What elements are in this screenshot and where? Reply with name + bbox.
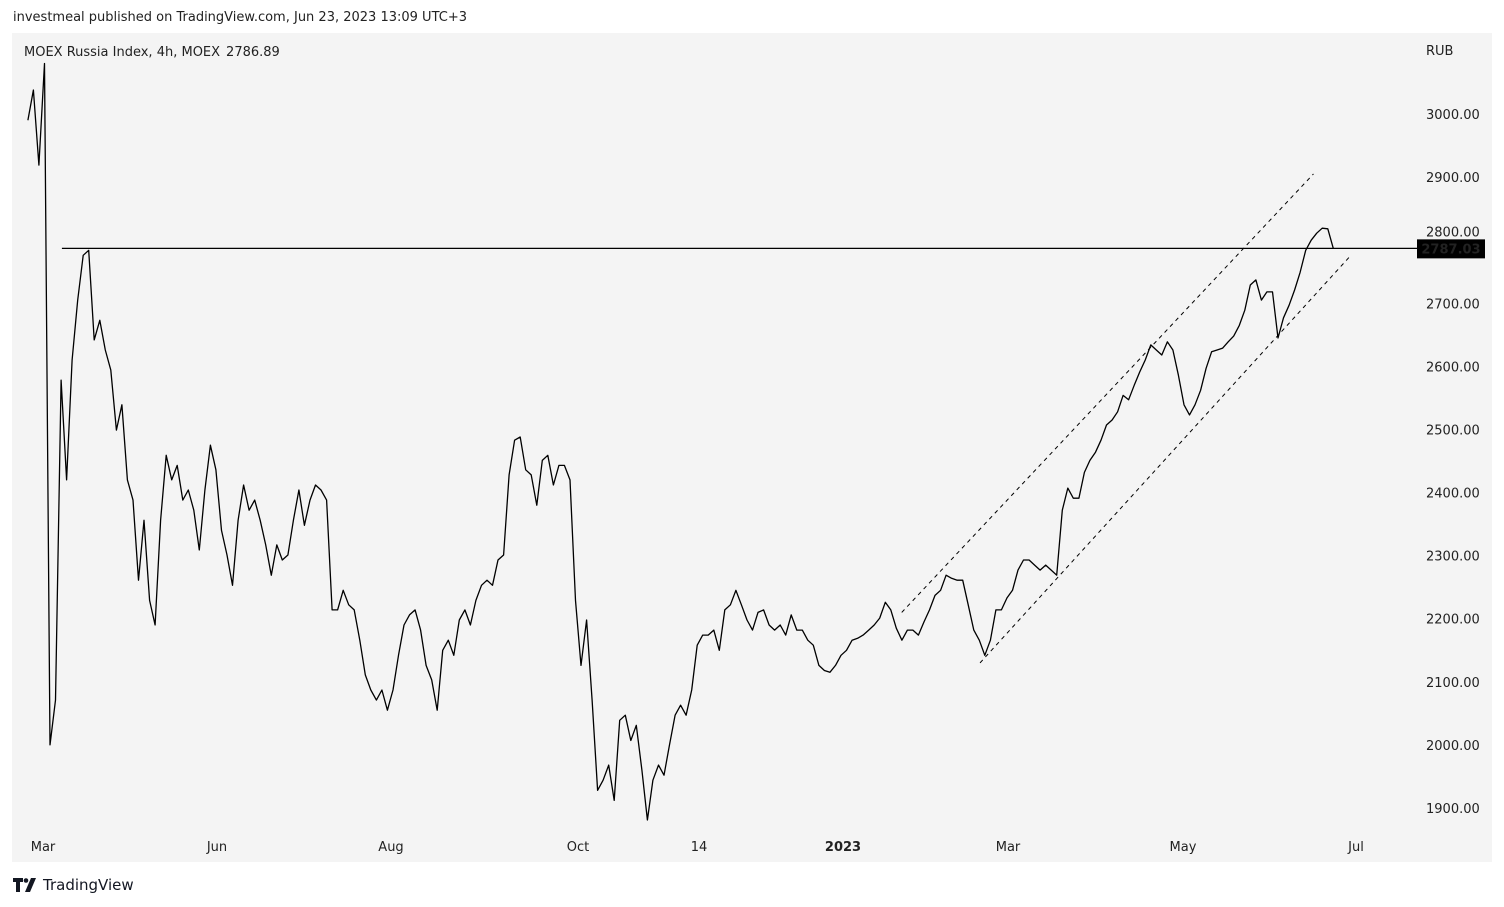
x-tick-label: Mar [996,840,1021,855]
x-tick-label: Oct [567,840,589,855]
tradingview-footer[interactable]: TradingView [13,876,134,894]
brand-name: TradingView [43,876,134,894]
y-tick-label: 2400.00 [1426,487,1480,502]
x-tick-label: 14 [691,840,708,855]
y-tick-label: 2600.00 [1426,360,1480,375]
x-tick-label: Mar [31,840,56,855]
last-price: 2786.89 [226,45,280,60]
x-tick-label: Jul [1347,840,1364,855]
chart-panel[interactable] [12,33,1492,862]
y-tick-label: 2500.00 [1426,423,1480,438]
x-tick-label: May [1170,840,1197,855]
channel-upper-line [901,173,1314,613]
x-tick-label: Aug [378,840,403,855]
y-tick-label: 2200.00 [1426,613,1480,628]
tradingview-logo-icon [13,878,36,892]
y-tick-label: 2100.00 [1426,676,1480,691]
x-tick-label: 2023 [825,840,861,855]
y-tick-label: 2800.00 [1426,225,1480,240]
symbol-legend: MOEX Russia Index, 4h, MOEX 2786.89 [24,45,280,60]
price-label: 2787.03 [1421,242,1480,257]
publish-info: investmeal published on TradingView.com,… [13,10,467,25]
price-label-box [1417,239,1485,259]
y-tick-label: 2000.00 [1426,739,1480,754]
y-tick-label: 3000.00 [1426,108,1480,123]
y-tick-label: 1900.00 [1426,802,1480,817]
y-tick-label: 2700.00 [1426,297,1480,312]
y-tick-label: 2900.00 [1426,171,1480,186]
y-tick-label: 2300.00 [1426,550,1480,565]
symbol-name: MOEX Russia Index, 4h, MOEX [24,45,221,60]
price-line [27,62,1334,821]
channel-lower-line [979,255,1351,664]
x-tick-label: Jun [206,840,227,855]
currency-label: RUB [1426,44,1454,59]
